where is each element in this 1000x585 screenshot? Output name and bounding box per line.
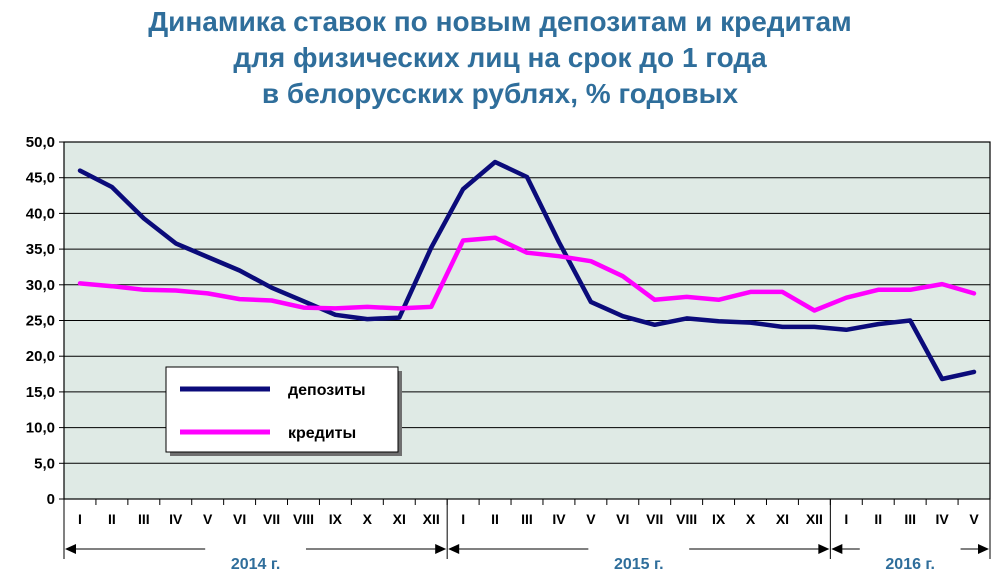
- x-tick-label: X: [746, 511, 756, 527]
- y-tick-label: 50,0: [26, 134, 55, 151]
- y-tick-label: 5,0: [34, 455, 55, 472]
- x-tick-label: II: [108, 511, 116, 527]
- y-tick-label: 25,0: [26, 313, 55, 330]
- year-arrowhead-left: [448, 544, 460, 554]
- legend-label-credits: кредиты: [288, 425, 356, 442]
- x-tick-label: I: [78, 511, 82, 527]
- y-tick-label: 20,0: [26, 348, 55, 365]
- x-tick-label: VI: [616, 511, 629, 527]
- y-tick-label: 15,0: [26, 384, 55, 401]
- x-tick-label: IV: [552, 511, 566, 527]
- x-tick-label: X: [363, 511, 373, 527]
- year-label: 2016 г.: [885, 556, 935, 573]
- x-tick-label: VIII: [676, 511, 697, 527]
- x-tick-label: V: [203, 511, 213, 527]
- x-tick-label: XII: [806, 511, 823, 527]
- year-arrowhead-left: [831, 544, 843, 554]
- x-tick-label: VII: [646, 511, 663, 527]
- x-tick-label: IX: [329, 511, 343, 527]
- x-tick-label: XI: [393, 511, 406, 527]
- x-tick-label: II: [491, 511, 499, 527]
- x-tick-label: III: [138, 511, 150, 527]
- year-arrowhead-right: [435, 544, 447, 554]
- x-tick-label: V: [969, 511, 979, 527]
- year-label: 2015 г.: [614, 556, 664, 573]
- x-tick-label: V: [586, 511, 596, 527]
- x-tick-label: IV: [169, 511, 183, 527]
- y-tick-label: 30,0: [26, 277, 55, 294]
- chart-title-line-1: Динамика ставок по новым депозитам и кре…: [148, 6, 852, 37]
- chart-title: Динамика ставок по новым депозитам и кре…: [0, 4, 1000, 112]
- x-tick-label: III: [904, 511, 916, 527]
- x-tick-label: XI: [776, 511, 789, 527]
- x-tick-label: IX: [712, 511, 726, 527]
- x-tick-label: VII: [263, 511, 280, 527]
- x-tick-label: VIII: [293, 511, 314, 527]
- y-tick-label: 35,0: [26, 241, 55, 258]
- year-label: 2014 г.: [231, 556, 281, 573]
- series-line-credits: [77, 235, 977, 313]
- x-tick-label: III: [521, 511, 533, 527]
- y-tick-label: 45,0: [26, 170, 55, 187]
- chart-title-line-3: в белорусских рублях, % годовых: [261, 78, 739, 109]
- x-tick-label: VI: [233, 511, 246, 527]
- x-tick-label: II: [874, 511, 882, 527]
- y-tick-label: 10,0: [26, 420, 55, 437]
- series-line-deposits: [77, 159, 977, 382]
- y-tick-label: 40,0: [26, 205, 55, 222]
- x-tick-label: XII: [423, 511, 440, 527]
- y-tick-label: 0: [47, 491, 55, 508]
- chart-title-line-2: для физических лиц на срок до 1 года: [233, 42, 767, 73]
- x-tick-label: IV: [935, 511, 949, 527]
- legend: [165, 366, 399, 453]
- year-arrowhead-right: [978, 544, 989, 554]
- year-arrowhead-left: [65, 544, 76, 554]
- year-arrowhead-right: [818, 544, 830, 554]
- legend-label-deposits: депозиты: [288, 382, 366, 399]
- x-tick-label: I: [844, 511, 848, 527]
- x-tick-label: I: [461, 511, 465, 527]
